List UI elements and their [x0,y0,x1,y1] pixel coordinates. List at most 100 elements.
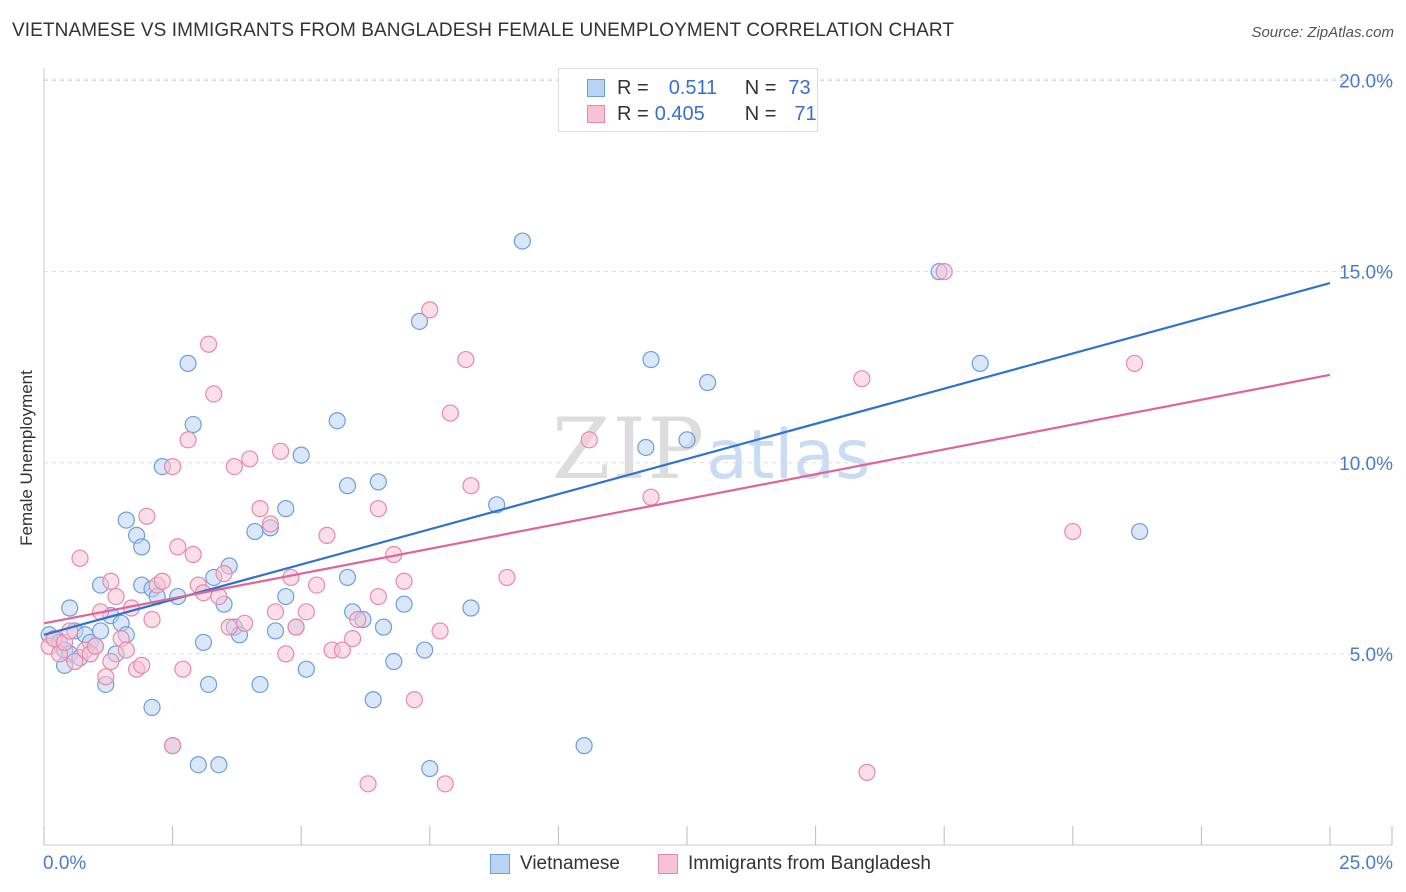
bangladesh-point [241,450,259,468]
stats-row-bangladesh: R = 0.405 N = 71 [559,101,817,127]
bangladesh-point [251,500,269,518]
bangladesh-point [405,691,423,709]
bangladesh-point [369,587,387,606]
bangladesh-point [153,572,171,590]
n-label: N = [744,102,777,125]
bangladesh-point [97,668,115,686]
vietnamese-point [410,312,429,330]
vietnamese-point [421,759,439,778]
x-tick-label: 25.0% [1339,853,1393,874]
vietnamese-point [189,756,207,774]
bangladesh-point [580,431,598,449]
vietnamese-point [338,477,357,495]
pink-swatch [587,105,605,123]
vietnamese-point [266,622,285,640]
vietnamese-point [277,587,295,606]
vietnamese-point [385,652,403,671]
bangladesh-point [853,370,871,388]
vietnamese-point [184,415,202,434]
bangladesh-point [86,637,105,655]
vietnamese-point [117,511,135,529]
bangladesh-point [308,576,326,594]
bangladesh-point [359,775,377,793]
bangladesh-point [436,775,454,793]
bangladesh-point [236,614,254,632]
bangladesh-point [220,618,238,636]
pink-legend-swatch [658,854,678,874]
vietnamese-point [637,438,655,457]
bangladesh-point [441,404,459,422]
bangladesh-point [143,610,161,629]
bangladesh-point [498,568,516,587]
bangladesh-trend-line [43,373,1331,625]
n-value: 73 [788,76,811,99]
bangladesh-point [431,622,449,640]
vietnamese-point [642,350,660,369]
vietnamese-point [133,538,151,556]
bangladesh-point [642,488,660,506]
vietnamese-trend-line [43,282,1331,636]
bangladesh-point [164,737,182,755]
vietnamese-point [200,675,218,694]
y-tick-label: 15.0% [1339,263,1393,284]
legend-label: Vietnamese [520,853,620,874]
bangladesh-point [395,572,413,590]
vietnamese-point [61,599,79,617]
vietnamese-point [251,675,269,694]
watermark-zip: ZIP [552,400,707,498]
vietnamese-point [698,373,717,392]
vietnamese-point [143,698,161,716]
vietnamese-point [364,691,382,709]
bangladesh-point [205,385,223,403]
chart-title: VIETNAMESE VS IMMIGRANTS FROM BANGLADESH… [12,20,955,41]
bangladesh-point [369,500,387,518]
vietnamese-point [374,618,393,636]
bangladesh-point [318,526,336,544]
axes [43,68,1393,846]
bangladesh-point [102,652,120,671]
vietnamese-point [91,622,110,640]
watermark: ZIPatlas [552,400,870,498]
vietnamese-point [210,756,228,774]
stats-row-vietnamese: R = 0.511 N = 73 [559,75,811,101]
legend-label: Immigrants from Bangladesh [688,853,931,874]
bangladesh-point [272,442,290,460]
x-tick-label: 0.0% [43,853,86,874]
trend-lines [43,282,1331,636]
n-label: N = [744,76,777,99]
vietnamese-point [338,568,357,587]
vietnamese-point [179,354,197,372]
bangladesh-point [261,515,279,533]
y-tick-label: 20.0% [1339,72,1393,93]
bangladesh-point [457,350,475,369]
legend-item-bangladesh: Immigrants from Bangladesh [658,852,931,876]
vietnamese-point [194,633,213,652]
r-label: R = [617,102,649,125]
legend-item-vietnamese: Vietnamese [490,852,620,876]
bangladesh-point [66,652,84,671]
bangladesh-point [169,538,187,556]
bangladesh-point [174,660,192,678]
bangladesh-point [184,545,202,564]
bangladesh-point [102,572,120,590]
bangladesh-point [138,507,156,525]
grid-lines [44,78,1392,655]
vietnamese-point [575,737,593,755]
vietnamese-point [462,599,480,617]
vietnamese-point [328,412,346,430]
chart-source: Source: ZipAtlas.com [1251,24,1394,41]
bangladesh-point [1125,354,1144,372]
bangladesh-point [107,587,125,606]
bangladesh-point [935,263,953,281]
n-value: 71 [794,102,817,125]
r-value: 0.511 [668,76,718,99]
vietnamese-point [678,431,696,449]
tick-labels: 5.0% 10.0% 15.0% 20.0% 0.0% 25.0% [43,72,1393,874]
vietnamese-point [277,500,295,518]
bangladesh-point [297,603,315,621]
y-tick-label: 5.0% [1350,645,1393,666]
bangladesh-point [133,656,151,674]
bangladesh-point [225,457,243,476]
vietnamese-point [369,473,387,491]
